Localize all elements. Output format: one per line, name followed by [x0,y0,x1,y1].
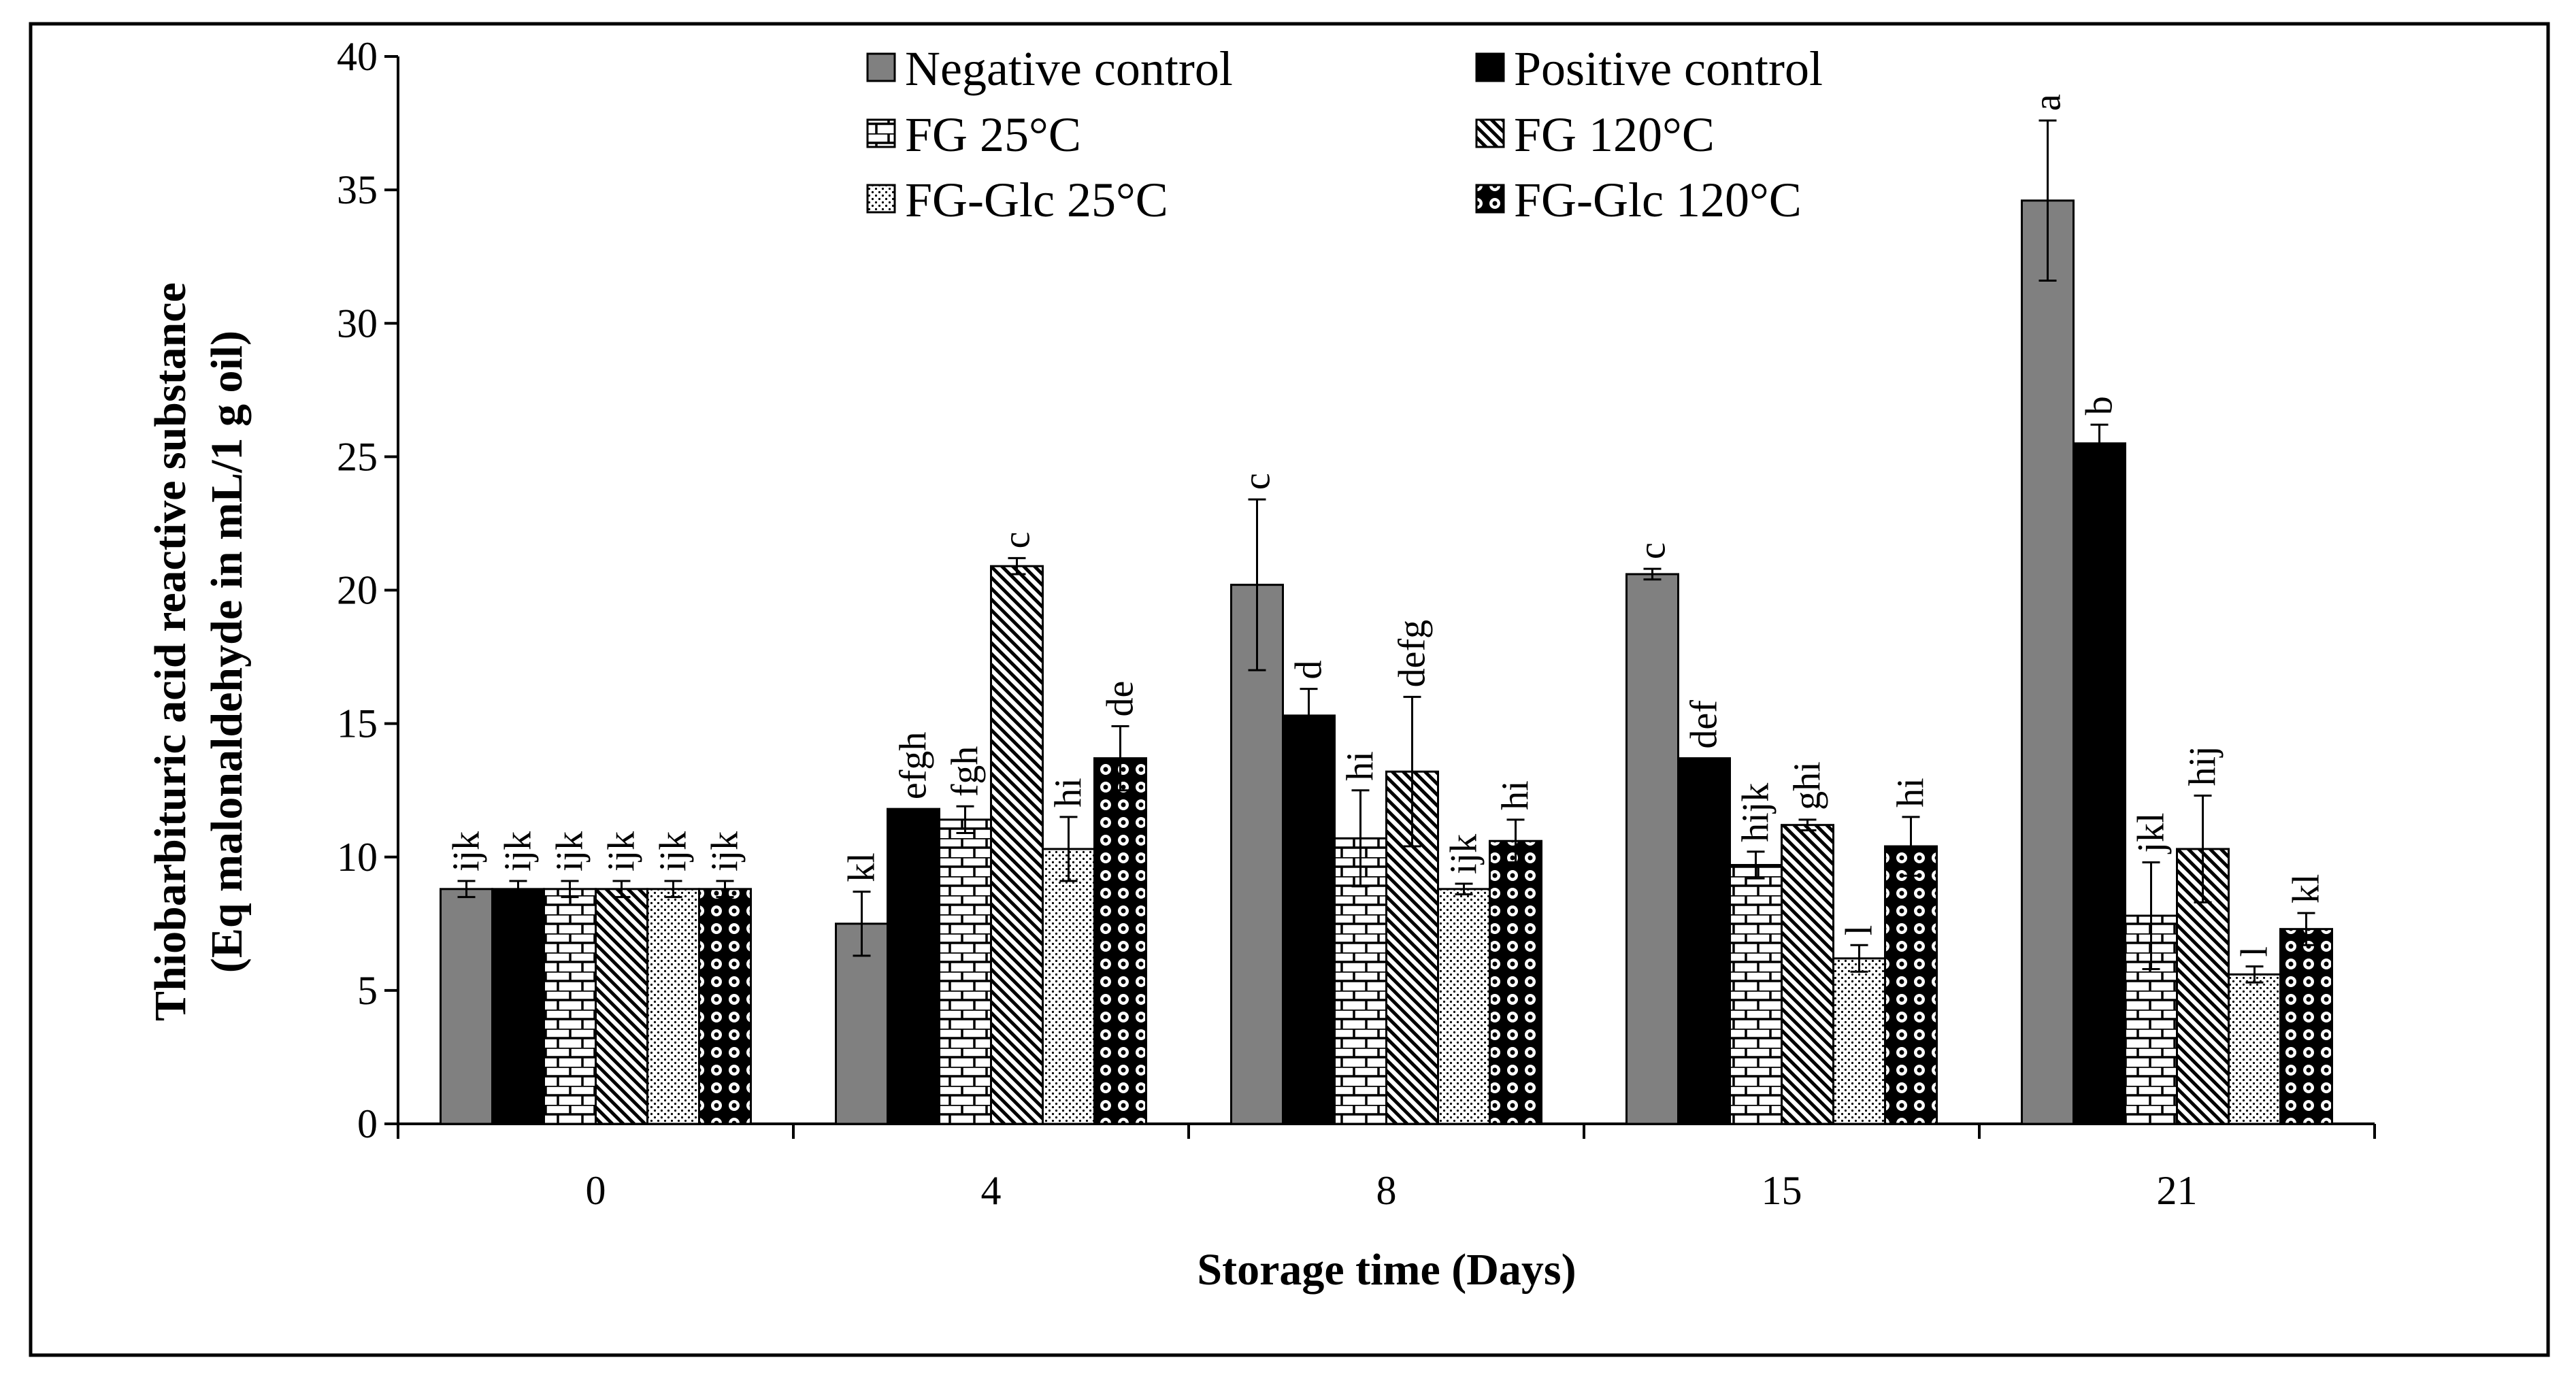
bar [1282,714,1336,1125]
legend: Negative control Positive control FG 25°C F… [866,41,1823,227]
x-tick-label: 15 [1762,1168,1802,1213]
significance-label: kl [841,852,883,882]
legend-swatch [1475,52,1505,82]
bar [990,565,1044,1125]
significance-label: a [2027,94,2069,111]
y-tick-label: 25 [337,434,378,479]
significance-label: jkl [2130,812,2173,854]
legend-swatch [1475,184,1505,214]
legend-swatch [1475,118,1505,148]
bar [835,922,889,1125]
significance-label: l [2234,946,2276,957]
bar [938,818,992,1125]
bar [1677,757,1731,1125]
x-axis-title: Storage time (Days) [1197,1245,1576,1295]
significance-label: ghi [1787,761,1829,810]
y-tick-label: 40 [337,34,378,79]
significance-label: hijk [1735,783,1777,842]
significance-label: hi [1048,778,1090,808]
bar [1781,824,1834,1125]
significance-label: hi [1340,751,1382,781]
y-axis-title-line1: Thiobarbituric acid reactive substance [146,282,195,1021]
bar [1884,845,1938,1125]
significance-label: ijk [497,831,540,871]
bar [440,888,493,1125]
significance-label: c [1632,542,1674,559]
bar [1489,839,1542,1125]
significance-label: b [2079,396,2121,415]
significance-label: hi [1495,780,1537,810]
significance-label: ijk [704,831,746,871]
y-tick-label: 0 [357,1101,378,1146]
bar [1093,757,1147,1125]
bar [1042,848,1095,1125]
legend-label: FG-Glc 25°C [905,173,1168,227]
y-tick-label: 35 [337,167,378,212]
plot-area: 0 5 10 15 20 25 30 35 40 0 4 8 15 21 ijk kl c c a ijk efgh d d… [337,34,2376,1213]
significance-label: de [1100,681,1142,717]
bar [491,888,545,1125]
significance-label: defg [1391,620,1434,688]
bar [2073,442,2126,1125]
significance-label: ijk [1443,834,1485,874]
significance-label: ijk [601,831,643,871]
significance-label: def [1683,700,1725,749]
significance-label: d [1288,661,1330,680]
bar [1832,957,1886,1125]
legend-label: FG 120°C [1514,107,1715,162]
bar [2228,973,2281,1125]
bar [2021,199,2075,1125]
y-axis-title-line2: (Eq malonaldehyde in mL/1 g oil) [202,331,252,973]
legend-swatch [866,118,896,148]
significance-label: ijk [549,831,591,871]
legend-label: FG-Glc 120°C [1514,173,1802,227]
bar [1437,888,1491,1125]
bar [595,888,648,1125]
significance-label: hij [2182,746,2224,786]
bar [1625,573,1679,1125]
significance-label: c [996,532,1038,549]
bar [2279,928,2333,1125]
significance-label: efgh [893,732,935,800]
significance-label: l [1838,925,1881,936]
bar [887,808,940,1125]
x-tick-label: 0 [586,1168,606,1213]
chart-frame [29,22,2550,1357]
significance-label: ijk [653,831,695,871]
significance-label: c [1236,473,1278,490]
bar [698,888,752,1125]
significance-label: kl [2285,874,2328,904]
bar [1729,864,1783,1125]
legend-label: FG 25°C [905,107,1081,162]
x-tick-label: 4 [981,1168,1002,1213]
significance-label: ijk [446,831,488,871]
y-tick-label: 5 [357,968,378,1013]
significance-label: fgh [944,746,987,797]
bar [543,888,597,1125]
y-tick-label: 10 [337,835,378,880]
legend-label: Positive control [1514,41,1823,96]
bar [646,888,700,1125]
x-tick-label: 21 [2157,1168,2198,1213]
y-tick-label: 30 [337,301,378,346]
legend-swatch [866,52,896,82]
y-tick-label: 20 [337,568,378,613]
significance-label: hi [1890,778,1932,808]
legend-swatch [866,184,896,214]
legend-label: Negative control [905,41,1233,96]
y-tick-label: 15 [337,701,378,746]
x-tick-label: 8 [1376,1168,1397,1213]
